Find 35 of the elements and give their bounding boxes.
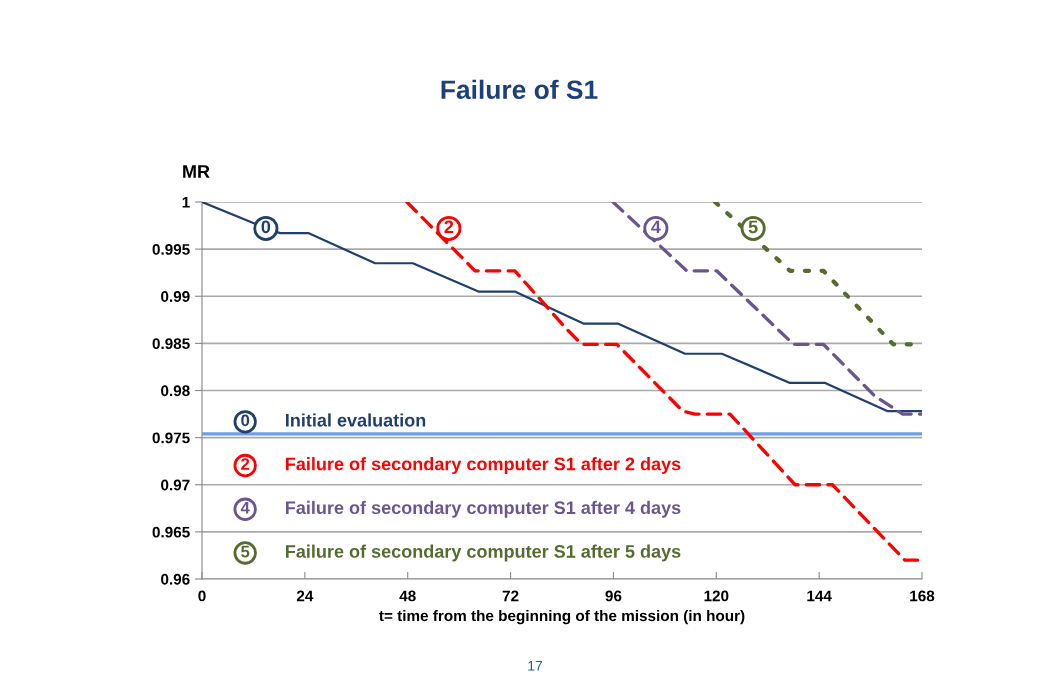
line-series [202, 202, 922, 413]
legend-label: Initial evaluation [286, 413, 426, 427]
x-axis-title: t= time from the beginning of the mission (in hour) [379, 609, 745, 625]
text: 5 [241, 545, 250, 558]
y-tick-label: 0.975 [152, 432, 190, 444]
legend-label: Failure of secondary computer S1 after 5 days [286, 544, 681, 562]
text: 17 [528, 661, 543, 671]
line-series [611, 202, 922, 416]
annotation: 0 [261, 220, 271, 234]
x-tick-label: 48 [399, 590, 416, 602]
x-tick-label: 144 [807, 590, 832, 602]
x-tick-label: 0 [198, 590, 206, 602]
y-tick-label: 0.97 [161, 479, 190, 491]
text: 2 [241, 458, 250, 470]
chart-title: Failure of S1 [441, 79, 598, 100]
x-tick-label: 120 [704, 590, 729, 602]
y-tick-label: 0.99 [161, 291, 190, 302]
text: 0 [241, 414, 250, 427]
y-tick-label: 0.965 [152, 526, 190, 538]
legend-label: Failure of secondary computer S1 after 2 days [286, 457, 681, 474]
x-tick-label: 96 [605, 590, 622, 602]
x-tick-label: 168 [910, 590, 935, 602]
y-tick-label: 1 [182, 197, 190, 208]
x-tick-label: 24 [296, 590, 314, 602]
annotation: 4 [651, 220, 661, 234]
y-tick-label: 0.985 [152, 338, 190, 350]
annotation: 2 [444, 220, 454, 234]
y-tick-label: 0.98 [161, 385, 190, 397]
x-tick-label: 72 [502, 590, 519, 602]
legend-label: Failure of secondary computer S1 after 4 days [286, 500, 681, 518]
y-axis-title: MR [183, 165, 210, 178]
y-tick-label: 0.96 [161, 573, 190, 585]
text: 4 [240, 502, 250, 514]
y-tick-label: 0.995 [152, 243, 190, 255]
annotation: 5 [748, 220, 758, 234]
